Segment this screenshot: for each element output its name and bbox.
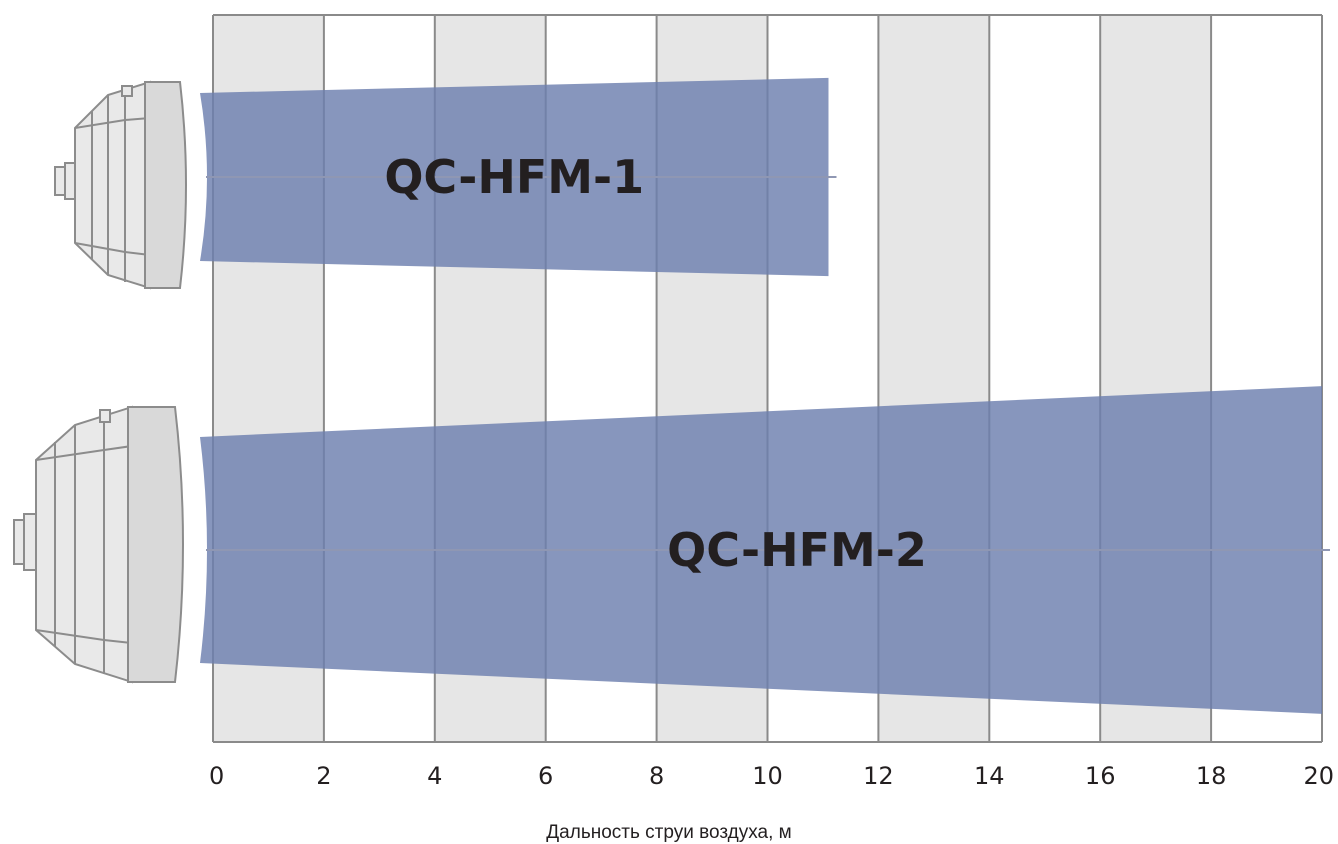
heater-units <box>13 80 187 684</box>
series-label-qc-hfm-1: QC-HFM-1 <box>384 150 644 204</box>
x-tick-label: 12 <box>863 762 894 790</box>
x-tick-label: 20 <box>1303 762 1334 790</box>
heater-unit-2-icon <box>13 405 184 684</box>
x-tick-label: 10 <box>752 762 783 790</box>
x-tick-label: 0 <box>209 762 224 790</box>
x-tick-label: 8 <box>649 762 664 790</box>
x-tick-label: 14 <box>974 762 1005 790</box>
x-tick-label: 2 <box>316 762 331 790</box>
heater-unit-1-icon <box>54 80 187 290</box>
x-tick-label: 18 <box>1196 762 1227 790</box>
x-axis-ticks: 0 2 4 6 8 10 12 14 16 18 20 <box>209 762 1334 790</box>
x-tick-label: 4 <box>427 762 442 790</box>
series-label-qc-hfm-2: QC-HFM-2 <box>667 523 927 577</box>
x-tick-label: 6 <box>538 762 553 790</box>
plot-frame <box>213 14 1322 743</box>
air-jets <box>200 77 1330 714</box>
x-axis-label: Дальность струи воздуха, м <box>546 822 791 843</box>
x-tick-label: 16 <box>1085 762 1116 790</box>
